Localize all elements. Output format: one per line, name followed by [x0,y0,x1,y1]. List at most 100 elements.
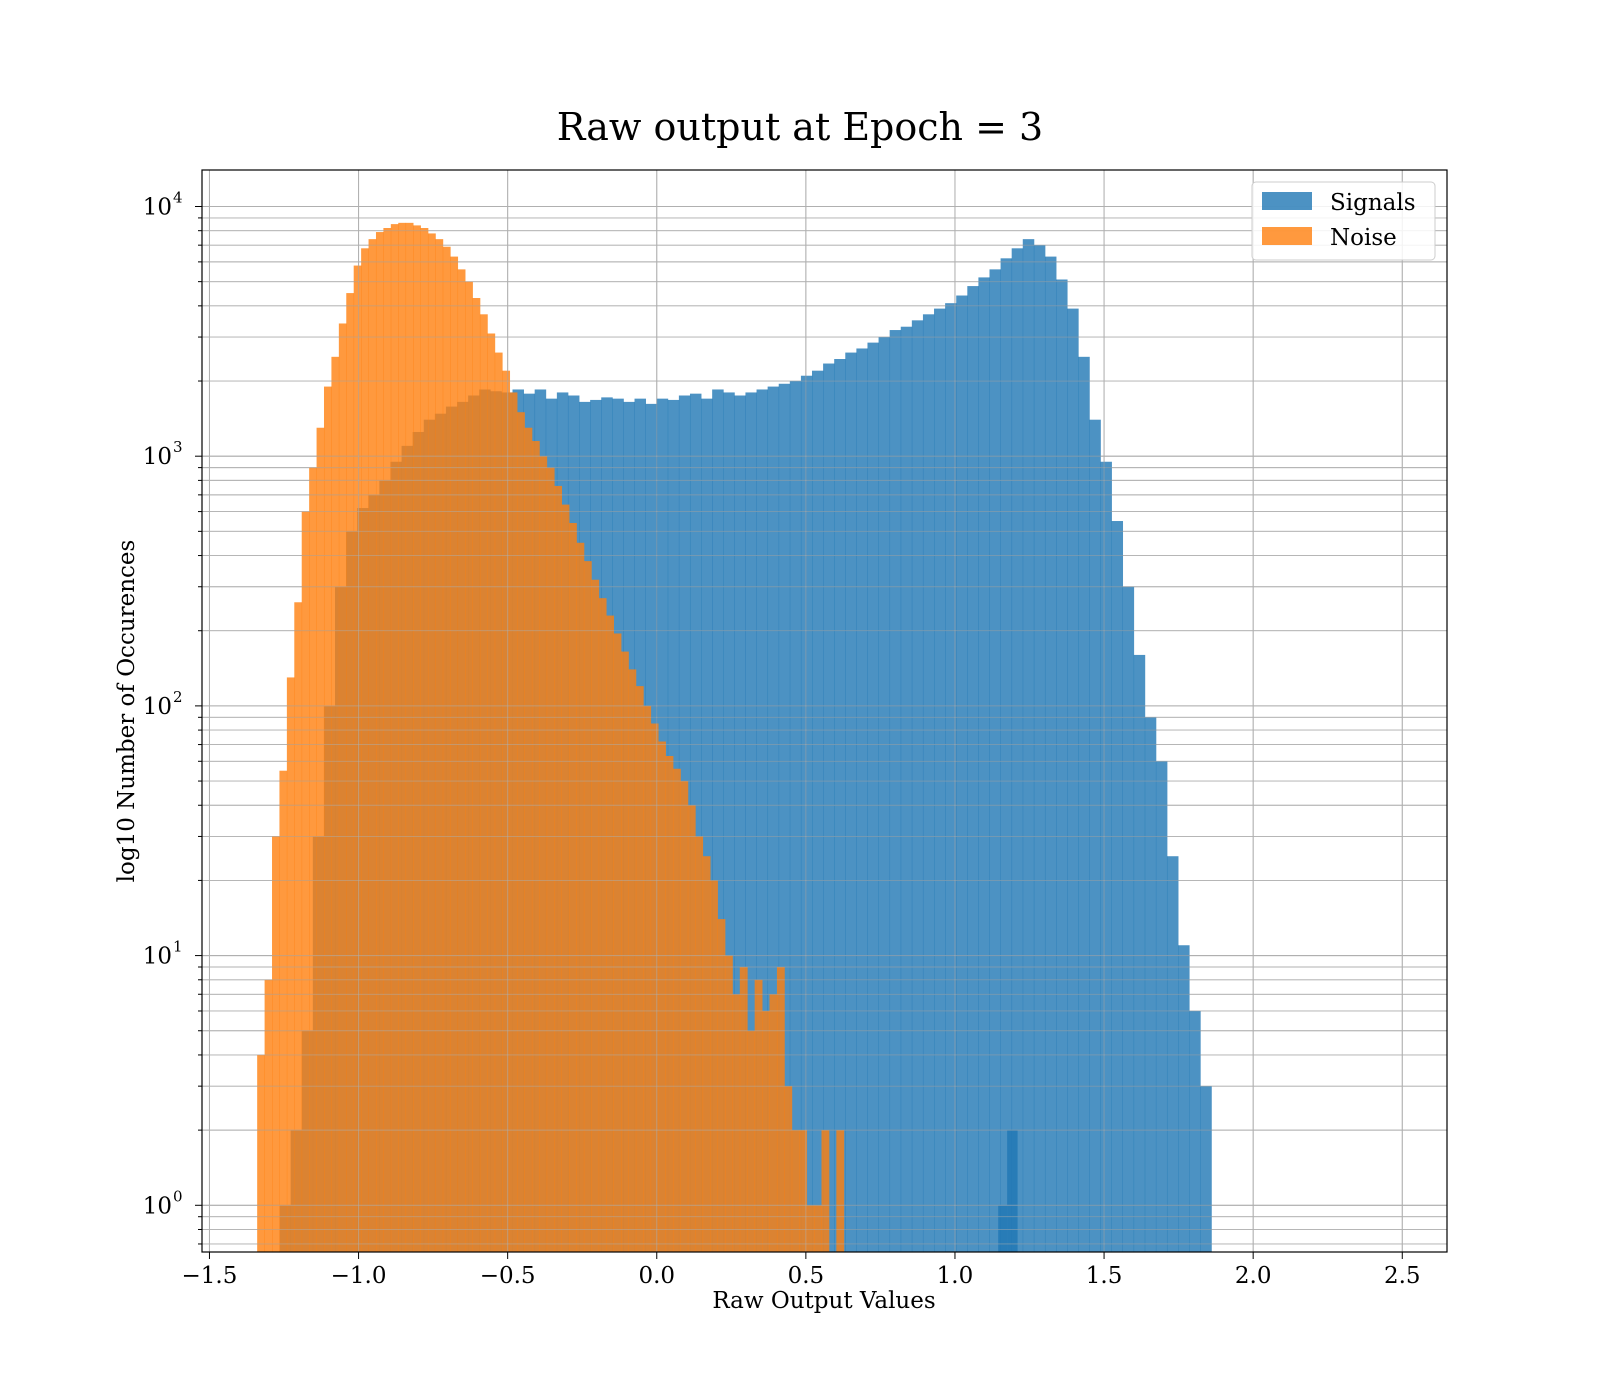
histogram-bar [945,303,957,1252]
histogram-bar [628,669,637,1252]
histogram-bar [420,228,429,1252]
x-tick-label: 2.0 [1235,1263,1272,1289]
histogram-bar [598,598,607,1252]
legend: Signals Noise [1251,181,1436,261]
histogram-bar [778,383,791,1252]
histogram-bar [509,392,518,1252]
histogram-bar [967,286,979,1252]
x-tick-label: −1.0 [331,1263,387,1289]
histogram-bar [1011,248,1024,1252]
histogram-bar [487,333,496,1252]
histogram-bar [1122,586,1135,1252]
plot-frame [201,169,1448,1253]
histogram-bar [689,393,702,1252]
y-tick-label: 10 [143,944,172,970]
histogram-bar [1133,654,1146,1252]
histogram-bar [524,427,533,1252]
histogram-bar [561,504,570,1252]
histogram-bar [922,314,935,1252]
histogram-bar [368,239,377,1252]
histogram-bar [1033,245,1046,1252]
histogram-bar [375,232,384,1252]
histogram-bar [878,337,891,1252]
x-tick-label: 2.5 [1384,1263,1421,1289]
y-tick-exponent: 0 [173,1187,183,1205]
histogram-bars [257,222,1212,1252]
histogram-bar [1200,1086,1212,1252]
histogram-bar [799,1130,808,1252]
histogram-bar [739,967,748,1252]
histogram-bar [717,919,726,1252]
histogram-bar [732,994,741,1252]
histogram-bar [1022,239,1035,1252]
histogram-bar [390,224,399,1252]
histogram-bar [767,386,780,1252]
histogram-bar [338,323,347,1252]
histogram-bar [687,805,696,1252]
histogram-bar [494,352,503,1252]
x-tick-label: 1.0 [937,1263,974,1289]
histogram-bar [331,356,340,1252]
histogram-bar [502,370,511,1252]
histogram-bar [762,1010,770,1252]
histogram-bar [442,246,451,1252]
y-tick-exponent: 4 [173,188,183,206]
histogram-bar [1144,717,1157,1252]
y-axis-label: log10 Number of Occurences [114,540,140,883]
histogram-bar [821,1130,830,1252]
histogram-bar [286,677,295,1252]
histogram-bar [836,1130,845,1252]
histogram-bar [539,456,548,1252]
y-tick-label: 10 [143,694,172,720]
histogram-bar [546,467,555,1252]
histogram-bar [635,686,644,1252]
histogram-bar [1078,356,1090,1252]
histogram-bar [956,295,968,1252]
histogram-bar [272,836,280,1252]
histogram-bar [457,269,466,1252]
histogram-bar [701,398,713,1252]
histogram-bar [531,441,540,1252]
x-tick-label: −1.5 [182,1263,238,1289]
histogram-bar [776,967,785,1252]
histogram-bar [806,1205,815,1252]
histogram-bar [934,308,946,1252]
histogram-bar [724,955,733,1252]
histogram-bar [756,389,769,1252]
histogram-bar [712,389,724,1252]
histogram-bar [1155,761,1168,1252]
histogram-bar [856,348,868,1252]
histogram-bar [998,1205,1008,1252]
histogram-bar [309,467,317,1252]
histogram-bar [398,222,407,1252]
histogram-bar [554,485,563,1252]
x-tick-label: 0.0 [638,1263,675,1289]
histogram-bar [413,225,421,1252]
x-tick-label: 0.5 [788,1263,825,1289]
histogram-bar [583,561,592,1252]
histogram-bar [812,370,824,1252]
histogram-bar [465,281,473,1252]
histogram-bar [734,395,746,1252]
histogram-bar [569,523,577,1252]
y-tick-exponent: 1 [173,938,183,956]
histogram-bar [710,880,718,1252]
histogram-bar [814,1205,822,1252]
y-tick-label: 10 [143,1193,172,1219]
histogram-bar [867,342,879,1252]
histogram-bar [1189,1010,1201,1252]
histogram-bar [989,269,1001,1252]
grid-overlay [202,170,1447,1252]
x-axis-label: Raw Output Values [712,1288,935,1314]
histogram-bar [791,1130,800,1252]
histogram-bar [665,755,674,1252]
histogram-bar [754,979,763,1252]
legend-label-signals: Signals [1330,190,1416,216]
histogram-bar [613,633,622,1252]
legend-swatch-signals [1262,192,1312,210]
x-axis-ticks: −1.5 −1.0 −0.5 0.0 0.5 1.0 1.5 2.0 2.5 [182,1252,1421,1289]
histogram-bar [695,836,704,1252]
histogram-bar [1056,279,1068,1252]
histogram-bar [658,741,666,1252]
